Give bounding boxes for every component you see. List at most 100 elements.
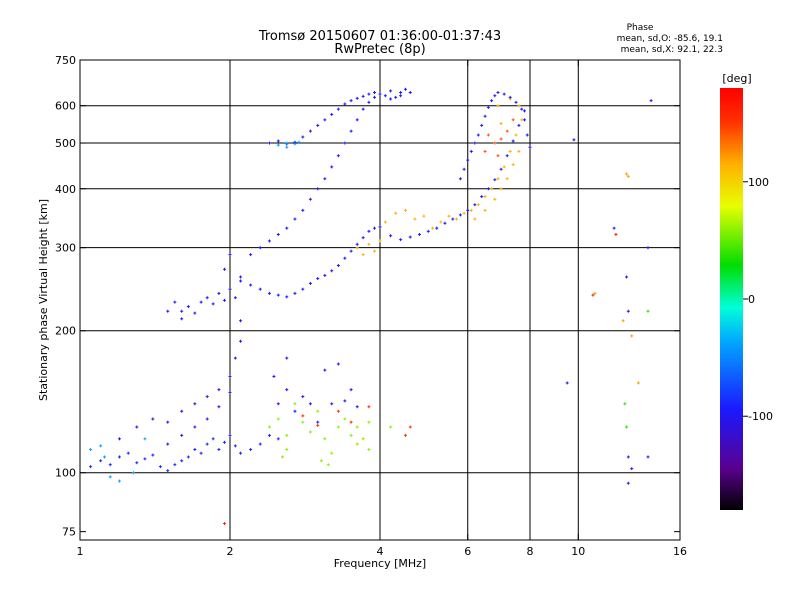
data-point: [511, 118, 515, 122]
data-point-v: [409, 235, 411, 239]
data-point: [591, 293, 595, 297]
data-point: [173, 463, 177, 467]
data-point: [483, 195, 487, 199]
data-point: [151, 453, 155, 457]
data-point: [466, 158, 470, 162]
data-point-v: [286, 356, 288, 360]
data-point-v: [109, 463, 111, 467]
data-point-v: [494, 141, 496, 145]
data-point: [367, 100, 371, 104]
data-point-v: [331, 269, 333, 273]
data-point-v: [622, 319, 624, 323]
data-point: [267, 291, 271, 295]
data-point-v: [302, 208, 304, 212]
data-point: [330, 402, 334, 406]
data-point-v: [500, 122, 502, 126]
data-point: [361, 437, 365, 441]
data-point: [285, 356, 289, 360]
data-point-v: [240, 319, 242, 323]
data-point-v: [259, 287, 261, 291]
data-point-v: [362, 437, 364, 441]
data-point: [223, 267, 227, 271]
data-point: [281, 455, 285, 459]
data-point: [439, 220, 443, 224]
data-point: [205, 442, 209, 446]
data-point-v: [286, 141, 288, 145]
data-point-v: [526, 133, 528, 137]
data-point-v: [494, 94, 496, 98]
data-point: [239, 275, 243, 279]
data-point: [361, 107, 365, 111]
data-point-v: [518, 104, 520, 108]
data-point: [378, 225, 382, 229]
data-point-v: [624, 402, 626, 406]
data-point-v: [484, 195, 486, 199]
data-point: [193, 425, 197, 429]
data-point-v: [331, 451, 333, 455]
data-point-v: [317, 123, 319, 127]
data-point: [355, 442, 359, 446]
data-point-v: [277, 402, 279, 406]
data-point: [349, 99, 353, 103]
data-point: [466, 208, 470, 212]
data-point: [186, 305, 190, 309]
data-point: [166, 420, 170, 424]
data-point: [258, 287, 262, 291]
data-point-v: [331, 402, 333, 406]
data-point-v: [194, 425, 196, 429]
data-point-v: [500, 187, 502, 191]
data-point-v: [459, 213, 461, 217]
data-point: [403, 433, 407, 437]
data-point: [217, 388, 221, 392]
data-point: [308, 129, 312, 133]
data-point-v: [379, 239, 381, 243]
data-point-v: [356, 118, 358, 122]
data-point: [272, 374, 276, 378]
data-point: [285, 295, 289, 299]
data-point: [330, 269, 334, 273]
data-point: [490, 99, 494, 103]
data-point: [361, 94, 365, 98]
data-point: [528, 145, 532, 149]
data-point: [158, 465, 162, 469]
data-point-v: [286, 226, 288, 230]
data-point-v: [491, 99, 493, 103]
data-point-v: [118, 437, 120, 441]
data-point-v: [400, 90, 402, 94]
data-point-v: [509, 149, 511, 153]
y-tick-label: 75: [62, 526, 76, 539]
data-point-v: [250, 253, 252, 257]
data-point: [323, 273, 327, 277]
x-tick-label: 16: [673, 545, 687, 558]
data-point: [496, 104, 500, 108]
data-point-v: [356, 96, 358, 100]
data-point: [565, 381, 569, 385]
data-point-v: [298, 140, 300, 144]
data-point-v: [259, 246, 261, 250]
data-point: [343, 141, 347, 145]
data-point: [508, 97, 512, 101]
data-point-v: [631, 467, 633, 471]
data-point-v: [277, 232, 279, 236]
data-point: [180, 433, 184, 437]
data-point-v: [144, 437, 146, 441]
data-point: [355, 242, 359, 246]
data-point: [373, 90, 377, 94]
data-point: [426, 229, 430, 233]
x-axis-label: Frequency [MHz]: [334, 557, 426, 570]
data-point: [239, 339, 243, 343]
data-point: [417, 232, 421, 236]
data-point: [403, 87, 407, 91]
data-point-v: [118, 479, 120, 483]
data-point-v: [206, 417, 208, 421]
data-point: [239, 279, 243, 283]
data-point: [389, 234, 393, 238]
data-point-v: [337, 425, 339, 429]
data-point: [205, 296, 209, 300]
data-point: [330, 165, 334, 169]
data-point-v: [647, 455, 649, 459]
data-point-v: [218, 405, 220, 409]
data-point: [276, 139, 280, 143]
data-point-v: [250, 447, 252, 451]
phase-stats-heading: Phase: [627, 23, 654, 33]
